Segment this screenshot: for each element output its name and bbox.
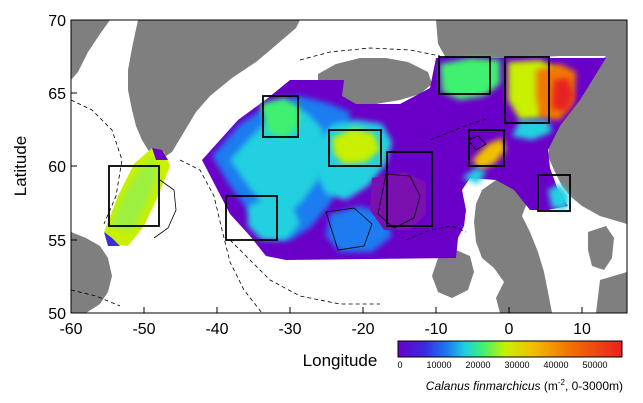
x-tick-label: 0 xyxy=(505,321,514,338)
abundance-field-cyan xyxy=(230,108,326,216)
y-tick-label: 55 xyxy=(48,233,66,250)
colorbar-tick-label: 40000 xyxy=(543,360,568,370)
colorbar-units-sup: -2 xyxy=(558,378,566,387)
x-tick-label: -10 xyxy=(424,321,447,338)
shelf-contours xyxy=(153,135,487,251)
norwegian-sea-west-box xyxy=(438,56,491,95)
abundance-field-faroe-shetland xyxy=(472,138,506,170)
britain-land xyxy=(474,176,552,313)
y-tick-label: 50 xyxy=(48,306,66,323)
labrador-sea-box xyxy=(108,165,160,227)
colorbar-units-pre: (m xyxy=(541,379,558,393)
colorbar-units-post: , 0-3000m) xyxy=(565,379,623,393)
x-tick-label: -50 xyxy=(132,321,155,338)
colorbar-tick-label: 20000 xyxy=(465,360,490,370)
x-tick-label: -40 xyxy=(205,321,228,338)
irminger-south-box xyxy=(225,195,278,241)
europe-land xyxy=(596,272,627,313)
colorbar-tick-label: 30000 xyxy=(504,360,529,370)
y-axis-label: Latitude xyxy=(11,136,30,197)
norwegian-sea-east-box xyxy=(504,56,550,124)
colorbar-species: Calanus finmarchicus xyxy=(426,379,541,393)
y-tick-label: 70 xyxy=(48,13,66,30)
axis-ticks xyxy=(70,19,583,314)
greenland-land xyxy=(128,20,300,160)
x-tick-label: -60 xyxy=(59,321,82,338)
colorbar-tick-label: 50000 xyxy=(582,360,607,370)
north-sea-box xyxy=(537,174,571,212)
irminger-north-box xyxy=(262,95,299,138)
abundance-field-north-sea xyxy=(548,184,570,210)
abundance-field-iceland-basin-core xyxy=(332,128,380,164)
abundance-field-green xyxy=(260,98,300,138)
scandinavia-land xyxy=(436,20,627,224)
y-tick-label: 65 xyxy=(48,86,66,103)
y-tick-label: 60 xyxy=(48,159,66,176)
labrador-sea-abundance xyxy=(104,148,170,246)
colorbar-tick-label: 10000 xyxy=(426,360,451,370)
sample-boxes xyxy=(108,56,571,241)
x-axis-label: Longitude xyxy=(303,351,378,370)
iceland-land xyxy=(318,58,432,104)
rockall-box xyxy=(386,151,433,227)
denmark-land xyxy=(588,226,614,270)
faroe-shetland-box xyxy=(468,129,505,167)
x-tick-label: -20 xyxy=(351,321,374,338)
depth-contours xyxy=(71,47,491,313)
abundance-field-south-cyan xyxy=(248,196,300,240)
colorbar xyxy=(397,340,623,358)
abundance-field-norwegian-green xyxy=(440,58,500,100)
iceland-basin-box xyxy=(328,129,382,167)
abundance-field-faroe-cyan xyxy=(462,168,486,184)
abundance-field-norwegian-red xyxy=(552,78,574,112)
ireland-land xyxy=(432,250,474,298)
x-tick-label: -30 xyxy=(278,321,301,338)
abundance-field-norway-coast xyxy=(512,120,552,140)
x-tick-label: 10 xyxy=(573,321,591,338)
colorbar-tick-label: 0 xyxy=(397,360,402,370)
labrador-land xyxy=(71,20,110,80)
abundance-field-rockall xyxy=(370,172,426,230)
colorbar-label: Calanus finmarchicus (m-2, 0-3000m) xyxy=(426,378,623,393)
